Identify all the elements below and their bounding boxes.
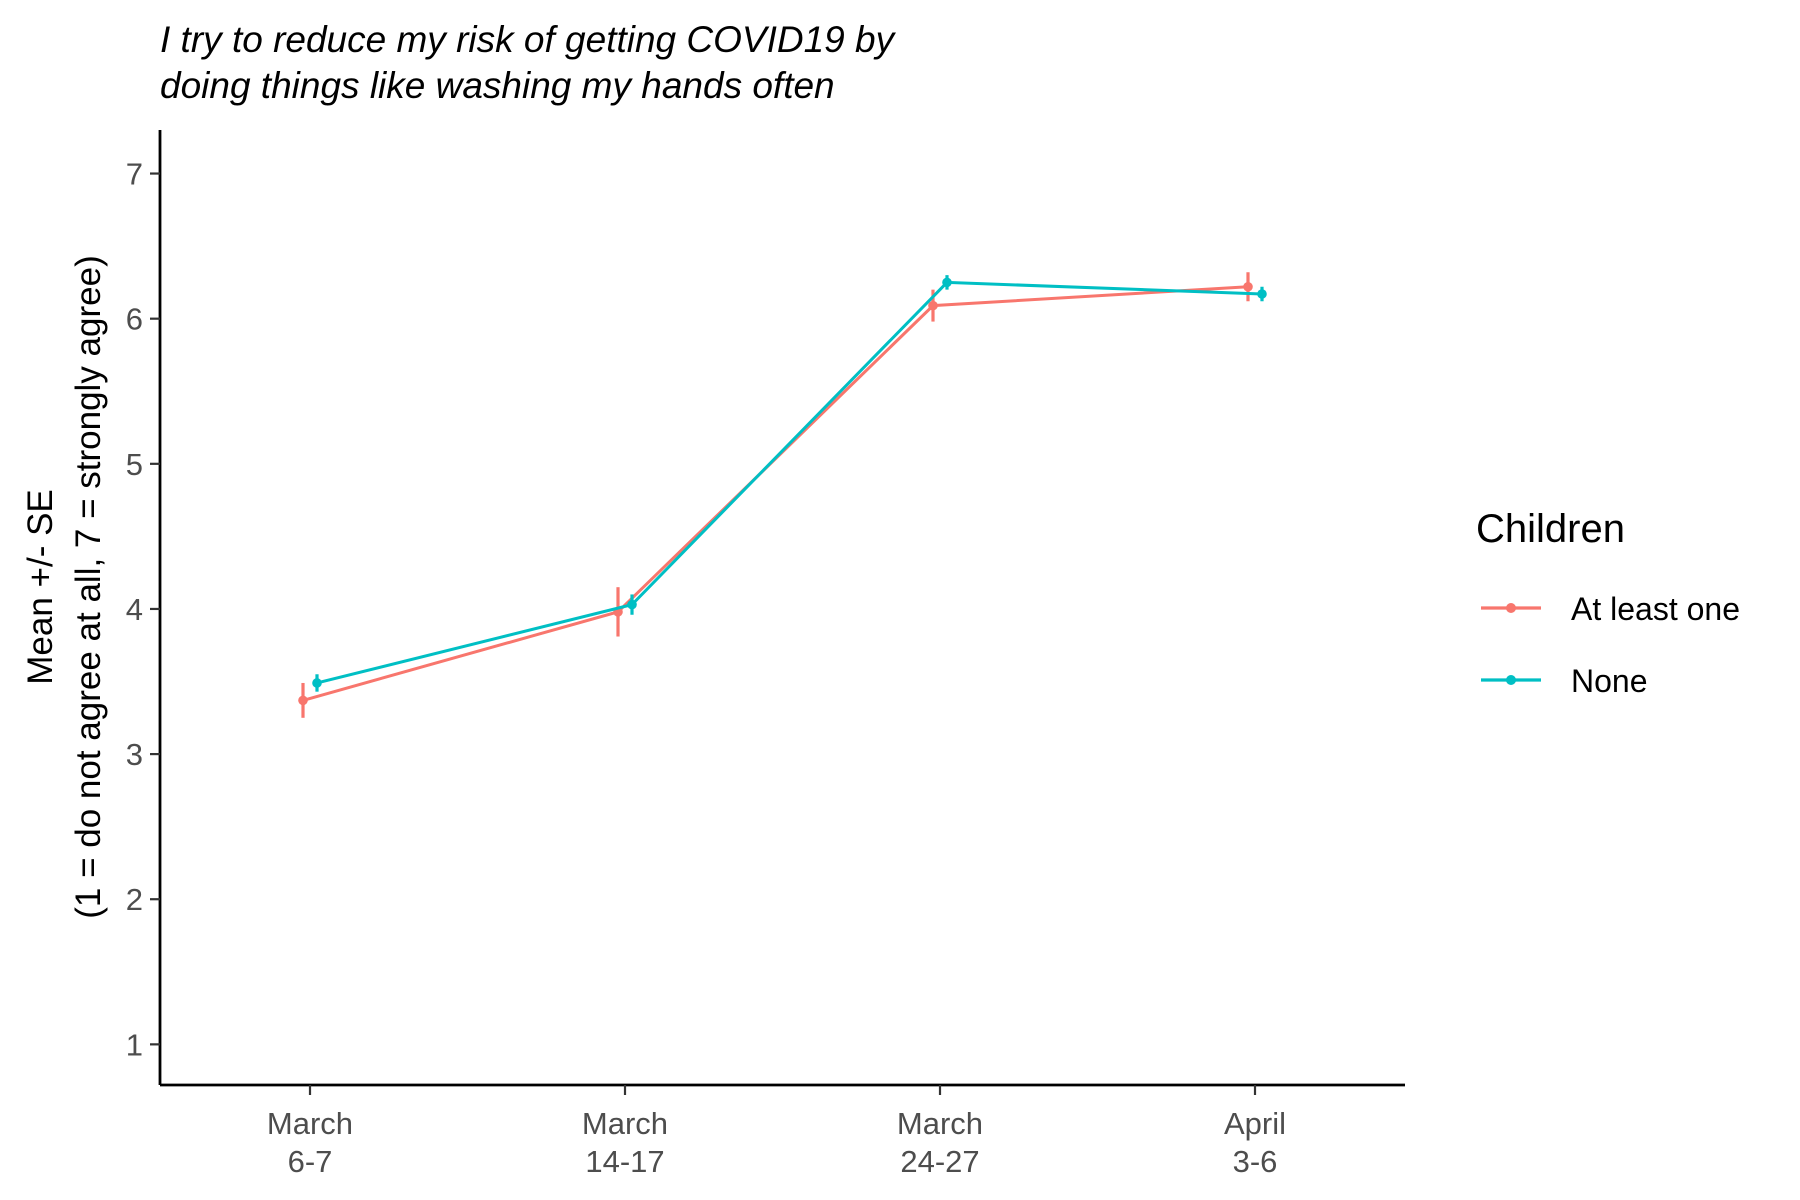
legend-label-1: At least one: [1571, 591, 1740, 627]
x-tick-label-2: March 14-17: [582, 1106, 668, 1179]
data-point-series-1-point-4: [1243, 281, 1253, 292]
y-tick-label-6: 6: [126, 302, 143, 337]
data-point-series-2-point-3: [942, 277, 952, 288]
data-point-series-2-point-4: [1257, 289, 1267, 299]
y-axis-title: Mean +/- SE (1 = do not agree at all, 7 …: [21, 255, 108, 918]
data-point-series-2-point-2: [627, 599, 637, 610]
legend-title: Children: [1476, 507, 1625, 551]
chart-title-line-1: I try to reduce my risk of getting COVID…: [160, 19, 897, 60]
y-tick-label-1: 1: [126, 1027, 143, 1062]
y-tick-label-2: 2: [126, 882, 143, 917]
x-tick-label-4: April 3-6: [1224, 1106, 1286, 1179]
data-point-series-2-point-1: [312, 678, 322, 688]
legend-key-point-2: [1506, 675, 1516, 685]
legend-label-2: None: [1571, 663, 1648, 699]
x-tick-label-3: March 24-27: [897, 1106, 983, 1179]
y-tick-label-4: 4: [126, 592, 143, 627]
chart-title: I try to reduce my risk of getting COVID…: [160, 19, 897, 106]
axes: 1 2 3 4 5 6 7 March 6-7 March 14-17 March 24-27 April…: [126, 130, 1405, 1179]
series-line-2: [316, 280, 1263, 685]
data-point-series-1-point-1: [298, 695, 308, 706]
legend-key-point-1: [1506, 603, 1516, 613]
chart-title-line-2: doing things like washing my hands often: [160, 65, 835, 106]
y-tick-label-3: 3: [126, 737, 143, 772]
y-tick-label-7: 7: [126, 157, 143, 192]
y-axis-title-line-2: (1 = do not agree at all, 7 = strongly a…: [69, 255, 108, 918]
plot-area: [298, 272, 1267, 718]
y-tick-label-5: 5: [126, 447, 143, 482]
legend: Children At least one None: [1476, 507, 1740, 699]
x-tick-label-1: March 6-7: [267, 1106, 353, 1179]
series-line-1: [302, 285, 1249, 702]
y-axis-title-line-1: Mean +/- SE: [21, 489, 60, 685]
data-point-series-1-point-3: [928, 300, 938, 311]
